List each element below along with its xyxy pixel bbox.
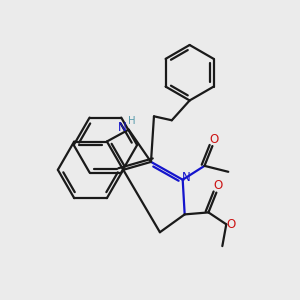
Text: N: N bbox=[182, 171, 191, 184]
Text: O: O bbox=[226, 218, 236, 231]
Text: O: O bbox=[214, 179, 223, 192]
Text: N: N bbox=[117, 121, 126, 134]
Text: H: H bbox=[128, 116, 135, 126]
Text: O: O bbox=[210, 133, 219, 146]
